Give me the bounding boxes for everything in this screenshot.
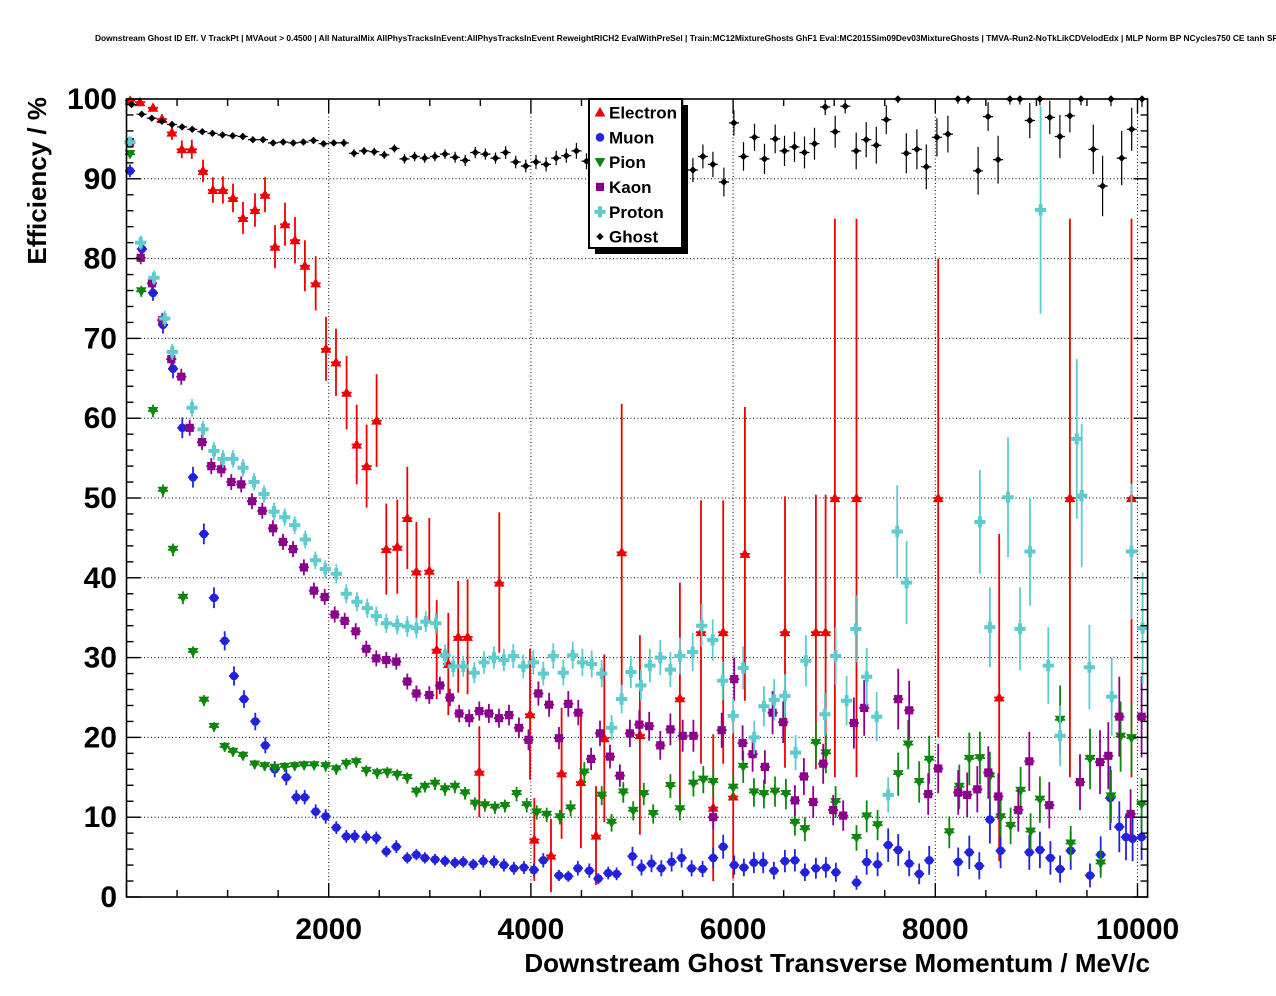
x-axis-title: Downstream Ghost Transverse Momentum / M… <box>524 948 1150 978</box>
legend-item-proton: Proton <box>594 203 664 222</box>
y-tick-label: 30 <box>84 642 117 675</box>
y-tick-label: 80 <box>84 243 117 276</box>
series-muon <box>125 164 1147 890</box>
legend-item-kaon: Kaon <box>595 178 652 197</box>
y-tick-label: 50 <box>84 482 117 515</box>
kaon-marker-icon <box>595 182 605 191</box>
muon-markers <box>125 166 1146 887</box>
x-tick-label: 8000 <box>902 913 969 946</box>
y-tick-label: 100 <box>67 83 117 116</box>
pion-markers <box>124 150 1148 869</box>
legend-item-muon: Muon <box>595 128 654 147</box>
legend-label: Proton <box>609 203 664 222</box>
legend-label: Muon <box>609 128 654 147</box>
x-tick-label: 6000 <box>700 913 767 946</box>
y-tick-label: 20 <box>84 721 117 754</box>
y-tick-label: 40 <box>84 562 117 595</box>
y-axis-title: Efficiency / % <box>22 97 52 265</box>
y-tick-label: 10 <box>84 801 117 834</box>
muon-error-bars <box>125 164 1147 890</box>
ghost-marker-icon <box>596 232 604 241</box>
muon-marker-icon <box>595 133 605 142</box>
legend-item-pion: Pion <box>594 153 646 172</box>
legend-item-ghost: Ghost <box>596 228 658 247</box>
y-tick-label: 0 <box>100 881 117 914</box>
ghost-markers <box>127 95 1146 190</box>
electron-marker-icon <box>594 107 606 117</box>
x-tick-label: 4000 <box>498 913 565 946</box>
data-series <box>124 95 1149 893</box>
gridlines <box>126 99 1148 897</box>
pion-marker-icon <box>594 158 606 168</box>
series-ghost <box>126 95 1148 217</box>
legend-label: Ghost <box>609 228 658 247</box>
series-pion <box>124 150 1148 878</box>
legend-label: Kaon <box>609 178 652 197</box>
y-tick-label: 60 <box>84 402 117 435</box>
plot-title: Downstream Ghost ID Eff. V TrackPt | MVA… <box>95 33 1276 43</box>
axis-ticks <box>125 98 1148 898</box>
series-proton <box>124 106 1149 813</box>
legend-label: Electron <box>609 103 677 122</box>
legend-box <box>588 98 683 249</box>
legend: Electron Muon Pion Kaon Proton Ghost <box>588 98 688 254</box>
legend-item-electron: Electron <box>594 103 677 122</box>
proton-marker-icon <box>594 206 606 218</box>
y-tick-label: 70 <box>84 322 117 355</box>
axis-tick-labels: 2000 4000 6000 8000 10000 0 10 20 30 40 50 60 70 80 90… <box>67 83 1179 946</box>
x-tick-label: 10000 <box>1096 913 1179 946</box>
y-tick-label: 90 <box>84 163 117 196</box>
x-tick-label: 2000 <box>295 913 362 946</box>
legend-label: Pion <box>609 153 646 172</box>
